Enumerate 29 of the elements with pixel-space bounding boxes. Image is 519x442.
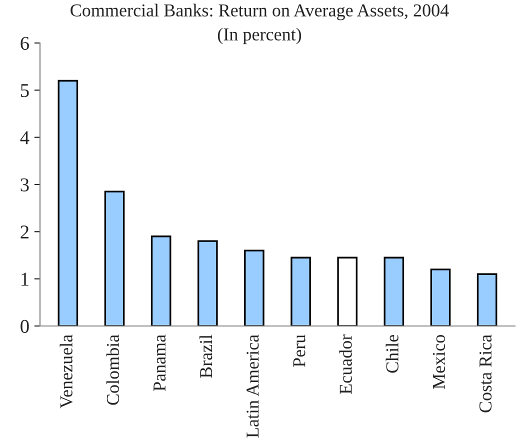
x-tick-label: Latin America — [246, 334, 259, 438]
bar — [337, 256, 358, 326]
y-tick-label: 6 — [20, 36, 30, 50]
y-tick-label: 2 — [20, 226, 29, 238]
bar — [58, 80, 78, 326]
y-tick-label: 5 — [20, 84, 29, 98]
chart-subtitle: (In percent) — [218, 28, 302, 44]
bar — [430, 268, 451, 326]
y-tick-label: 3 — [20, 178, 29, 192]
bar — [104, 190, 125, 326]
x-tick-label: Ecuador — [339, 334, 352, 394]
bar — [290, 256, 311, 326]
y-tick-label: 1 — [22, 272, 28, 286]
y-tick-label: 0 — [20, 320, 29, 333]
x-tick-label: Peru — [293, 334, 306, 367]
x-tick-label: Colombia — [106, 334, 120, 405]
x-tick-label: Costa Rica — [479, 334, 492, 412]
x-tick-label: Mexico — [432, 335, 446, 389]
chart-title: Commercial Banks: Return on Average Assets, 2004 — [70, 4, 449, 20]
y-tick-label: 4 — [20, 131, 30, 144]
x-tick-label: Brazil — [199, 334, 212, 378]
x-tick-label: Venezuela — [60, 334, 73, 408]
x-tick-label: Chile — [386, 334, 398, 373]
bar — [384, 256, 404, 326]
bar — [150, 236, 172, 326]
bar — [476, 273, 498, 326]
bar — [198, 240, 218, 326]
x-tick-label: Panama — [154, 334, 166, 391]
bar — [244, 250, 264, 326]
